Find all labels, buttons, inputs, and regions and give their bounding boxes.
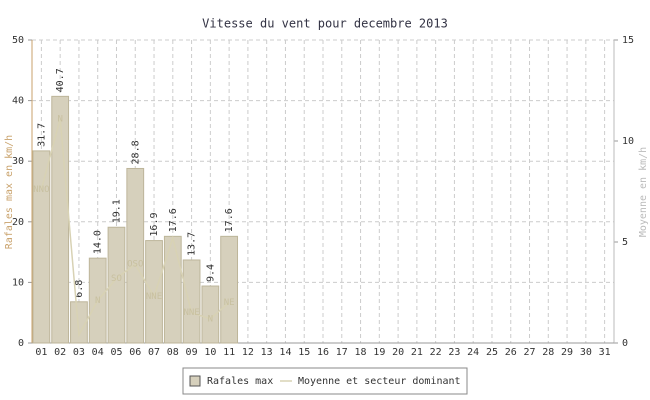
x-tick-label: 18	[355, 347, 367, 358]
x-tick-label: 02	[54, 347, 66, 358]
sector-label: N	[95, 296, 100, 306]
x-tick-label: 25	[486, 347, 498, 358]
value-label: 17.6	[224, 208, 235, 232]
y-tick-label: 40	[12, 96, 24, 107]
value-label: 13.7	[187, 232, 198, 256]
legend-box	[182, 367, 468, 395]
x-tick-label: 26	[505, 347, 517, 358]
y-tick-label: 0	[18, 338, 24, 349]
x-tick-label: 14	[279, 347, 291, 358]
x-tick-label: 13	[261, 347, 273, 358]
value-label: 17.6	[168, 208, 179, 232]
value-label: 28.8	[130, 140, 141, 164]
legend-swatch	[189, 375, 201, 387]
x-tick-label: 06	[129, 347, 141, 358]
bar	[201, 285, 220, 344]
y-tick-label: 50	[12, 35, 24, 46]
x-tick-label: 12	[242, 347, 254, 358]
x-tick-label: 23	[448, 347, 460, 358]
y-tick-label: 30	[12, 156, 24, 167]
line	[40, 118, 230, 338]
bar	[51, 95, 70, 344]
value-label: 16.9	[149, 212, 160, 236]
x-tick-label: 04	[92, 347, 104, 358]
bar	[182, 259, 201, 344]
legend-label: Moyenne et secteur dominant	[298, 376, 461, 387]
sector-label: SO	[111, 274, 122, 284]
bar	[220, 235, 239, 344]
sector-label: NNE	[183, 308, 199, 318]
value-label: 19.1	[111, 199, 122, 223]
sector-label: N	[208, 314, 213, 324]
sector-label: OSO	[127, 260, 143, 270]
bar	[145, 240, 163, 344]
x-tick-label: 05	[110, 347, 122, 358]
x-tick-label: 31	[599, 347, 611, 358]
y2-tick-label: 0	[622, 338, 628, 349]
sector-label: NNO	[33, 185, 49, 195]
x-tick-label: 07	[148, 347, 160, 358]
legend-label: Rafales max	[207, 376, 273, 387]
y2-tick-label: 10	[622, 136, 634, 147]
y-tick-label: 20	[12, 217, 24, 228]
y2-tick-label: 15	[622, 35, 634, 46]
x-tick-label: 01	[35, 347, 47, 358]
x-tick-label: 09	[186, 347, 198, 358]
value-label: 9.4	[205, 264, 216, 282]
sector-label: NE	[224, 298, 235, 308]
x-tick-label: 10	[204, 347, 216, 358]
bar	[70, 301, 88, 344]
x-tick-label: 11	[223, 347, 235, 358]
value-label: 40.7	[55, 68, 66, 92]
sector-label: NNE	[146, 292, 162, 302]
sector-label: N	[57, 114, 62, 124]
x-tick-label: 29	[561, 347, 573, 358]
x-tick-label: 22	[430, 347, 442, 358]
value-label: 14.0	[93, 230, 104, 254]
x-tick-label: 27	[523, 347, 535, 358]
x-tick-label: 28	[542, 347, 554, 358]
x-tick-label: 17	[336, 347, 348, 358]
x-tick-label: 24	[467, 347, 479, 358]
y2-axis-label: Moyenne en km/h	[638, 147, 649, 237]
x-tick-label: 08	[167, 347, 179, 358]
y-tick-label: 10	[12, 277, 24, 288]
bar	[126, 167, 145, 344]
x-tick-label: 19	[373, 347, 385, 358]
chart-title: Vitesse du vent pour decembre 2013	[202, 17, 448, 31]
bar	[32, 150, 51, 344]
value-label: 31.7	[36, 123, 47, 147]
x-tick-label: 16	[317, 347, 329, 358]
x-tick-label: 20	[392, 347, 404, 358]
bar	[163, 235, 182, 344]
x-tick-label: 15	[298, 347, 310, 358]
x-tick-label: 21	[411, 347, 423, 358]
bar	[107, 226, 126, 344]
x-tick-label: 03	[73, 347, 85, 358]
value-label: 6.8	[74, 280, 85, 298]
y2-tick-label: 5	[622, 237, 628, 248]
x-tick-label: 30	[580, 347, 592, 358]
y-axis-label: Rafales max en km/h	[4, 135, 15, 249]
